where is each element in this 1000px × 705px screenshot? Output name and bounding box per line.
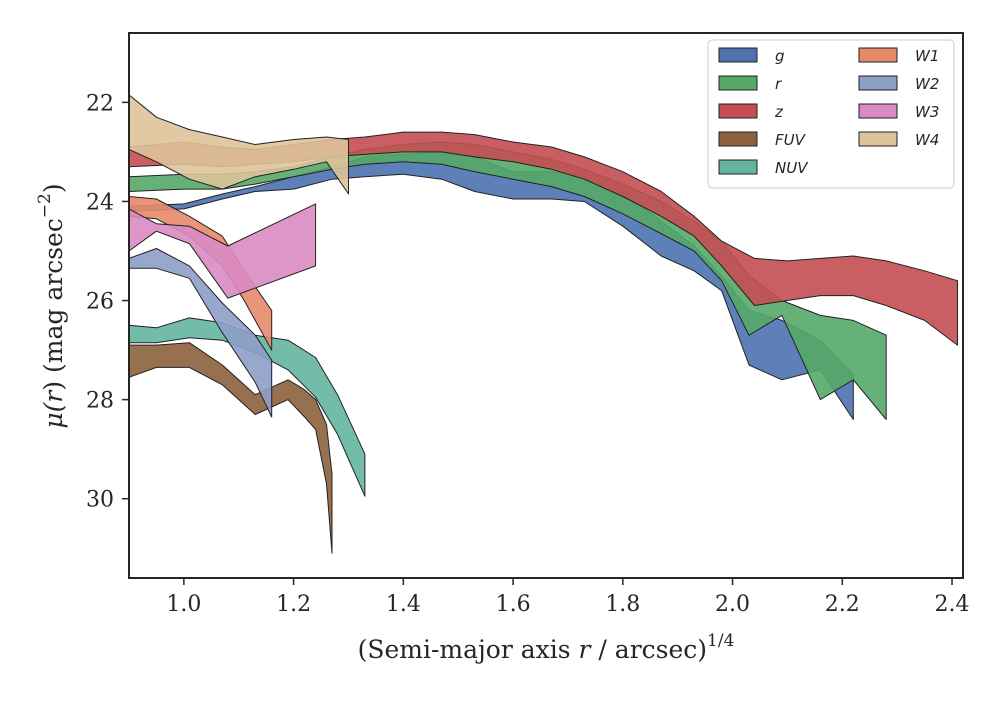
legend-label-nuv: NUV	[775, 159, 809, 177]
legend-swatch-g	[718, 47, 758, 63]
legend-swatch-w2	[858, 75, 898, 91]
profile-bands	[128, 94, 958, 554]
y-tick-label: 24	[86, 190, 114, 215]
plot-frame	[128, 32, 964, 579]
x-tick-label: 1.4	[386, 592, 421, 617]
band-w4	[128, 94, 349, 195]
x-tick-label: 1.0	[166, 592, 201, 617]
y-tick-label: 30	[86, 488, 114, 513]
band-fuv	[128, 342, 333, 554]
legend-label-w3: W3	[915, 103, 939, 121]
legend-label-g: g	[775, 47, 785, 65]
y-axis-label: μ(r) (mag arcsec−2)	[35, 183, 68, 428]
x-tick-label: 2.4	[935, 592, 970, 617]
legend-label-w4: W4	[915, 131, 939, 149]
legend-label-w1: W1	[915, 47, 939, 65]
band-w2	[128, 248, 273, 418]
legend-label-fuv: FUV	[775, 131, 807, 149]
axis-ticks: 1.0 1.2 1.4 1.6 1.8 2.0 2.2 2.4 22 24 26 28 30	[86, 91, 970, 617]
legend-label-z: z	[774, 103, 784, 121]
legend-label-w2: W2	[915, 75, 939, 93]
legend-swatch-w4	[858, 131, 898, 147]
legend-swatch-w1	[858, 47, 898, 63]
legend-swatch-w3	[858, 103, 898, 119]
legend-swatch-nuv	[718, 159, 758, 175]
x-tick-label: 1.8	[605, 592, 640, 617]
legend-swatch-r	[718, 75, 758, 91]
x-tick-label: 1.2	[276, 592, 311, 617]
x-tick-label: 2.2	[825, 592, 860, 617]
legend-label-r: r	[775, 75, 782, 93]
band-z	[128, 131, 958, 346]
x-tick-label: 1.6	[496, 592, 531, 617]
legend-swatch-z	[718, 103, 758, 119]
y-tick-label: 22	[86, 91, 114, 116]
x-axis-label: (Semi-major axis r / arcsec)1/4	[358, 631, 735, 664]
legend-swatch-fuv	[718, 131, 758, 147]
band-w3	[128, 203, 317, 299]
legend-entries: grz FUV NUV W1 W2 W3 W4	[718, 47, 939, 177]
y-tick-label: 28	[86, 389, 114, 414]
legend: grz FUV NUV W1 W2 W3 W4	[707, 39, 955, 189]
x-tick-label: 2.0	[715, 592, 750, 617]
y-tick-label: 26	[86, 290, 114, 315]
